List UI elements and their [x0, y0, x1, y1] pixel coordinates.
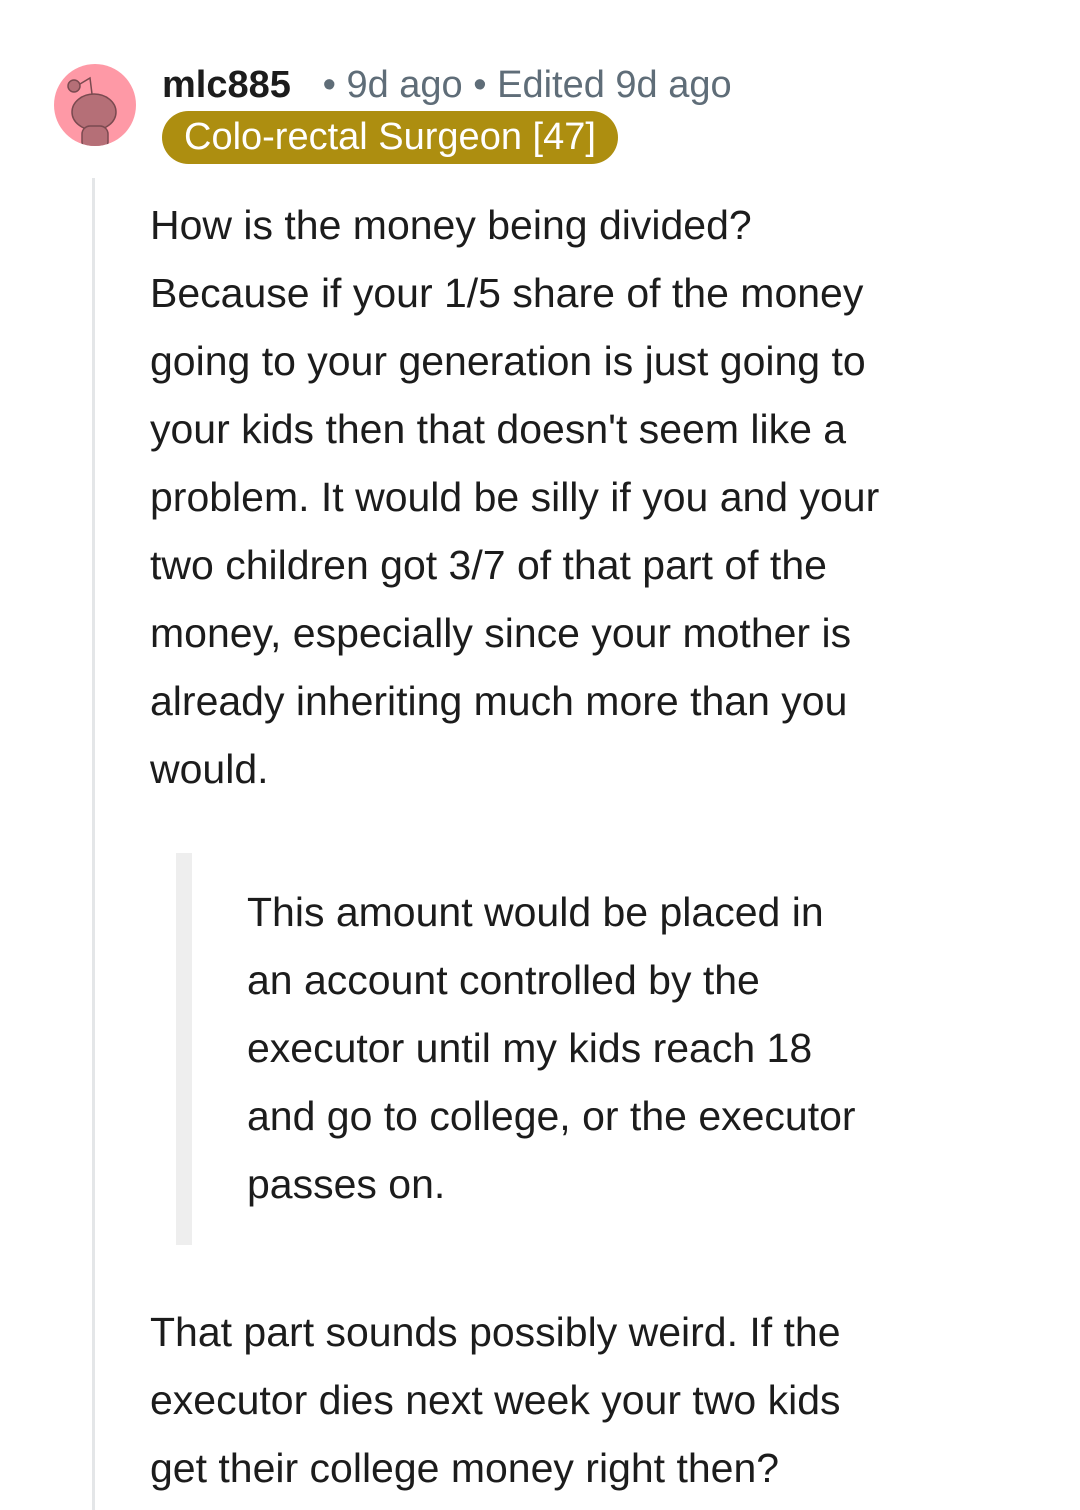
text-line: would. — [150, 746, 269, 792]
text-line: How is the money being divided? — [150, 202, 752, 248]
separator-dot: • — [473, 64, 498, 106]
text-line: your kids then that doesn't seem like a — [150, 406, 847, 452]
text-line: already inheriting much more than you — [150, 678, 848, 724]
user-flair: Colo-rectal Surgeon [47] — [162, 111, 618, 164]
comment-paragraph-1: How is the money being divided? Because … — [150, 191, 879, 803]
text-line: passes on. — [247, 1161, 446, 1207]
text-line: executor until my kids reach 18 — [247, 1025, 813, 1071]
separator-dot: • — [301, 64, 347, 106]
comment-header: mlc885 • 9d ago • Edited 9d ago — [162, 62, 732, 108]
text-line: executor dies next week your two kids — [150, 1377, 841, 1423]
text-line: money, especially since your mother is — [150, 610, 852, 656]
blockquote-bar — [176, 853, 192, 1245]
text-line: That part sounds possibly weird. If the — [150, 1309, 841, 1355]
text-line: an account controlled by the — [247, 957, 760, 1003]
edited-timestamp: Edited 9d ago — [497, 64, 732, 106]
text-line: two children got 3/7 of that part of the — [150, 542, 827, 588]
snoo-avatar-icon — [67, 76, 117, 146]
text-line: get their college money right then? — [150, 1445, 780, 1491]
author-username[interactable]: mlc885 — [162, 64, 291, 106]
thread-line[interactable] — [92, 178, 95, 1510]
blockquote: This amount would be placed in an accoun… — [247, 878, 856, 1218]
text-line: and go to college, or the executor — [247, 1093, 856, 1139]
text-line: problem. It would be silly if you and yo… — [150, 474, 880, 520]
text-line: going to your generation is just going t… — [150, 338, 866, 384]
text-line: This amount would be placed in — [247, 889, 824, 935]
comment-paragraph-2: That part sounds possibly weird. If the … — [150, 1298, 841, 1502]
avatar[interactable] — [54, 64, 136, 146]
timestamp: 9d ago — [346, 64, 463, 106]
text-line: Because if your 1/5 share of the money — [150, 270, 864, 316]
